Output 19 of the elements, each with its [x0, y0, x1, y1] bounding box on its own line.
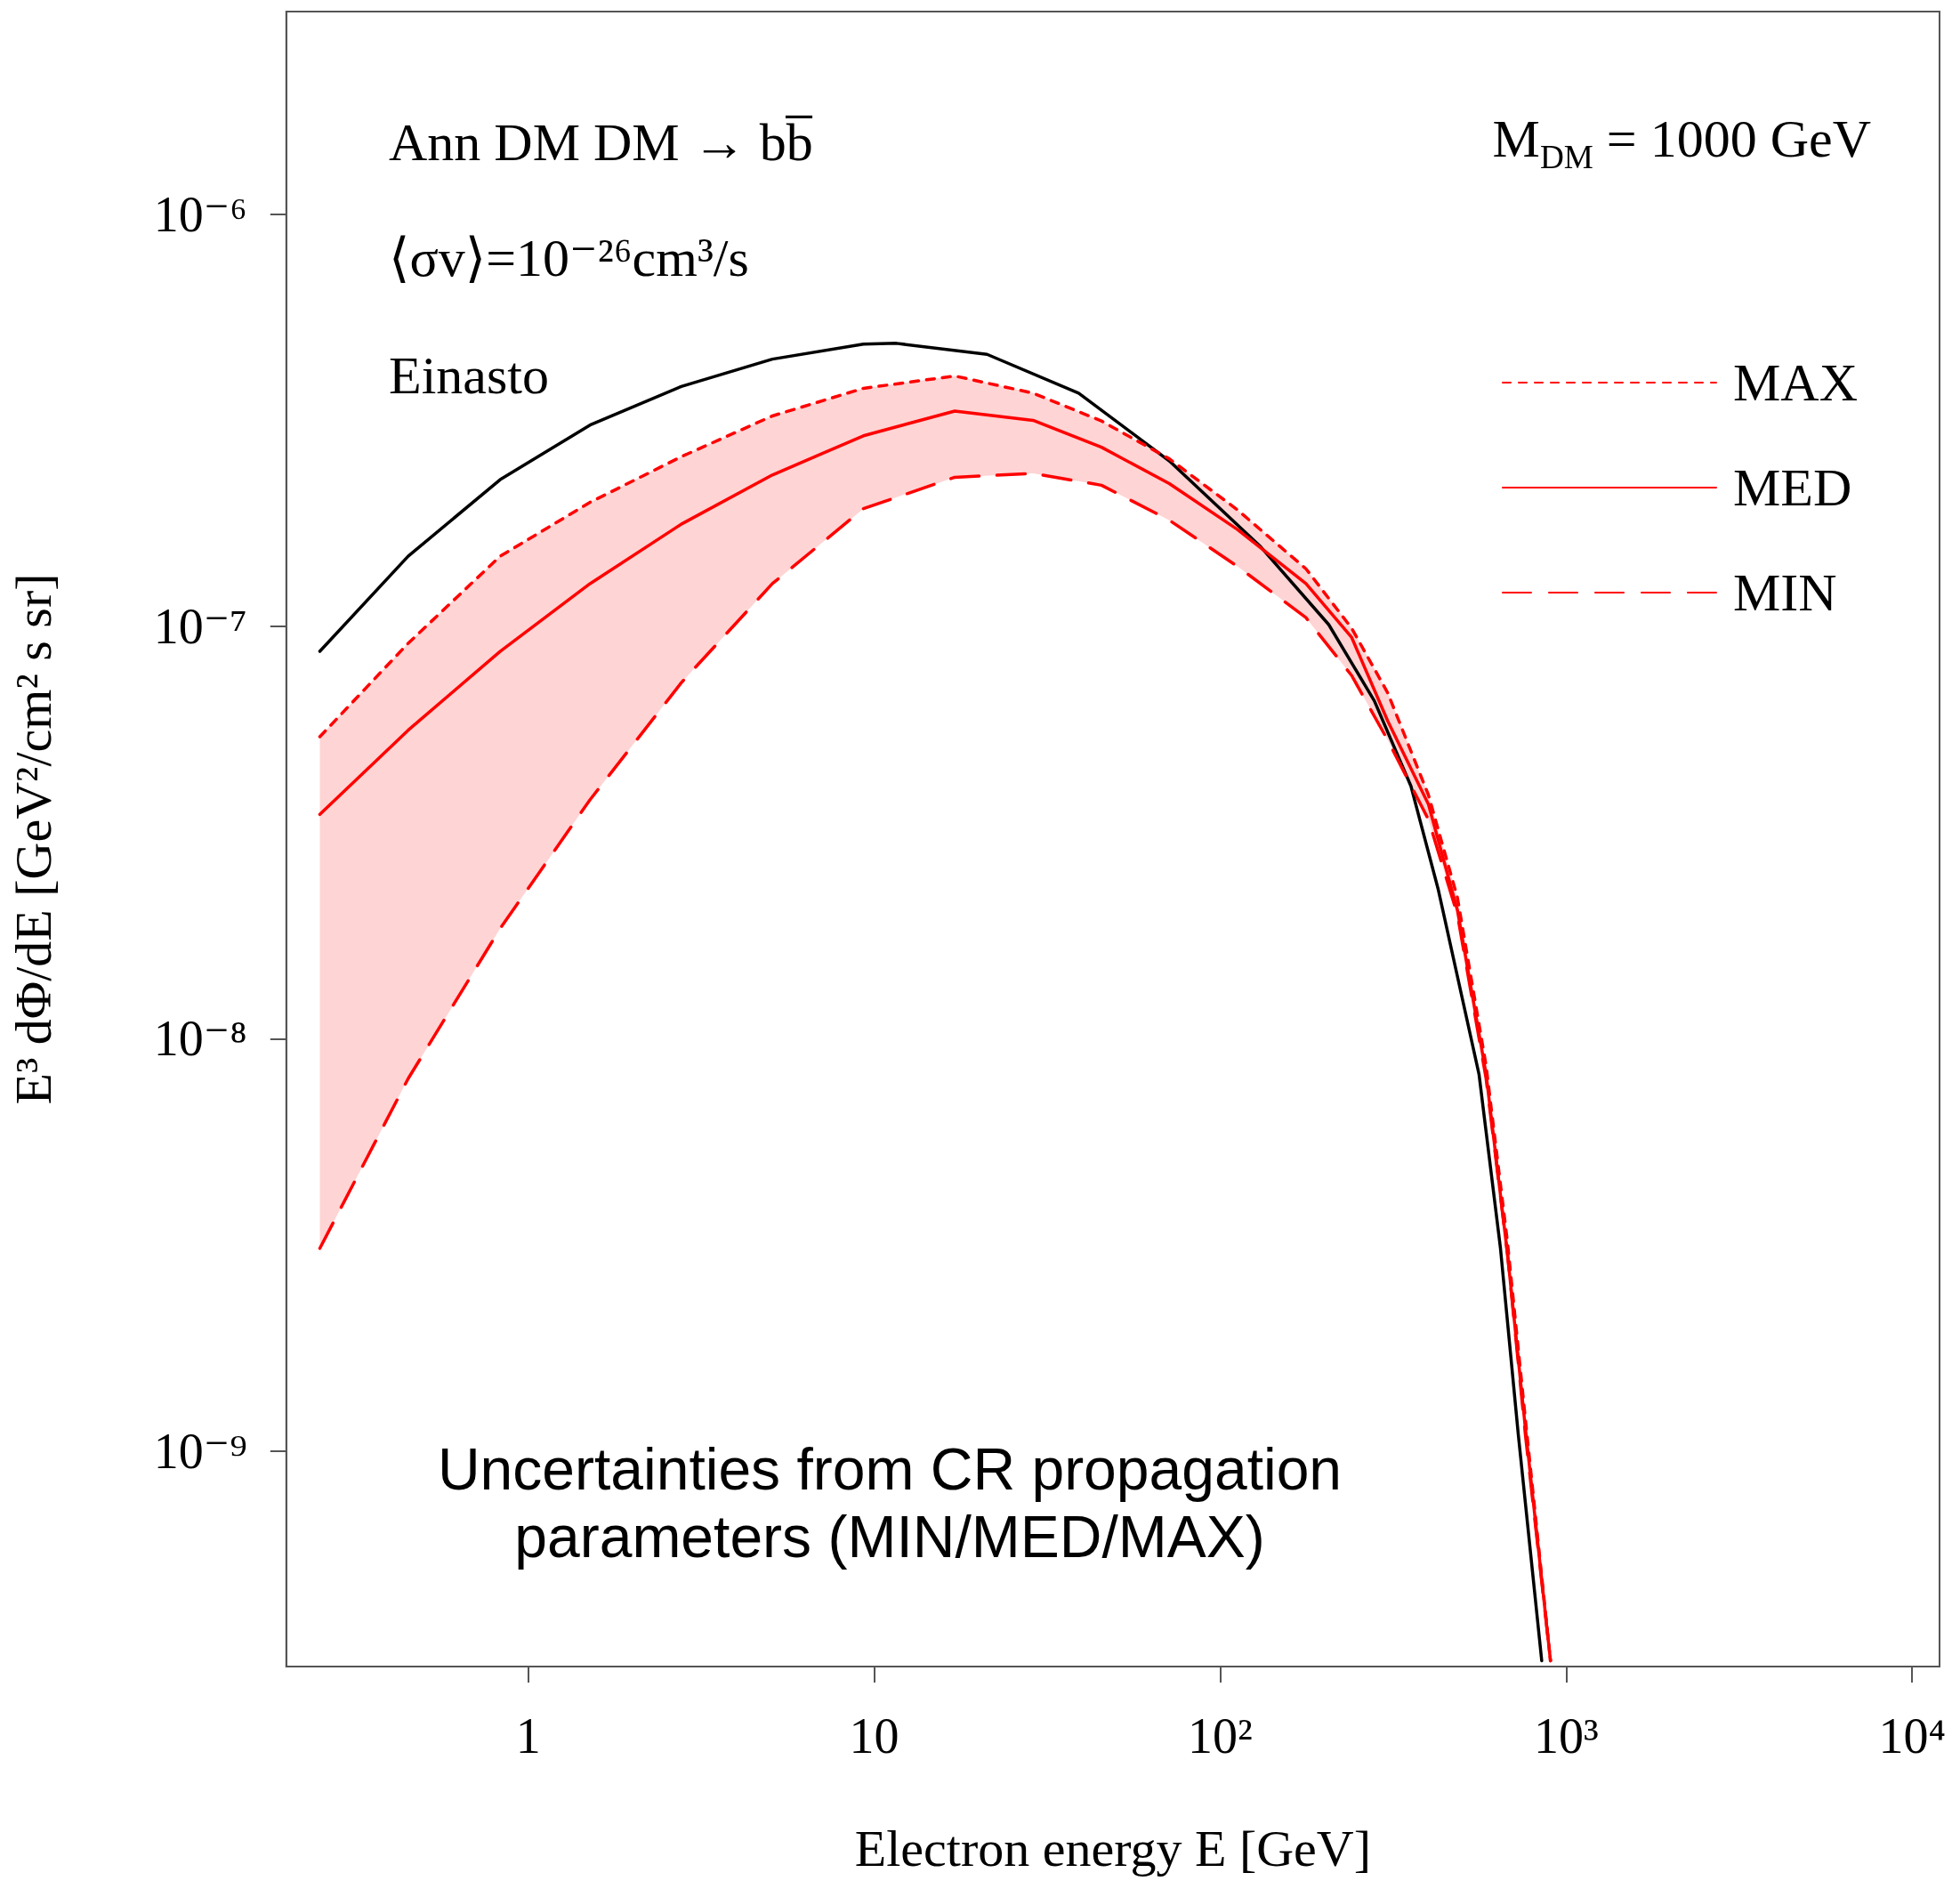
- y-tick-label: 10⁻⁷: [153, 599, 247, 655]
- y-axis-title: E³ dΦ/dE [GeV²/cm² s sr]: [4, 573, 62, 1105]
- annotation: Uncertainties from CR propagation parameters (MIN/MED/MAX): [436, 1436, 1343, 1571]
- annotation: Ann DM DM → bb̅: [389, 111, 813, 174]
- annotation: Einasto: [389, 344, 549, 407]
- legend-label: MIN: [1732, 563, 1837, 622]
- x-axis-title: Electron energy E [GeV]: [854, 1820, 1372, 1878]
- x-tick-label: 10²: [1188, 1707, 1253, 1764]
- x-tick-label: 10⁴: [1878, 1707, 1946, 1764]
- x-tick-label: 1: [515, 1707, 541, 1764]
- annotation: M$_{DM}$ = 1000 GeV: [1492, 108, 1871, 177]
- legend-label: MED: [1732, 458, 1852, 517]
- y-tick-label: 10⁻⁶: [153, 186, 247, 242]
- x-tick-label: 10³: [1533, 1707, 1599, 1764]
- y-tick-label: 10⁻⁸: [153, 1011, 247, 1067]
- y-tick-label: 10⁻⁹: [153, 1423, 247, 1479]
- annotation: ⟨σv⟩=10⁻²⁶cm³/s: [389, 227, 749, 289]
- legend-label: MAX: [1732, 353, 1859, 412]
- x-tick-label: 10: [849, 1707, 899, 1764]
